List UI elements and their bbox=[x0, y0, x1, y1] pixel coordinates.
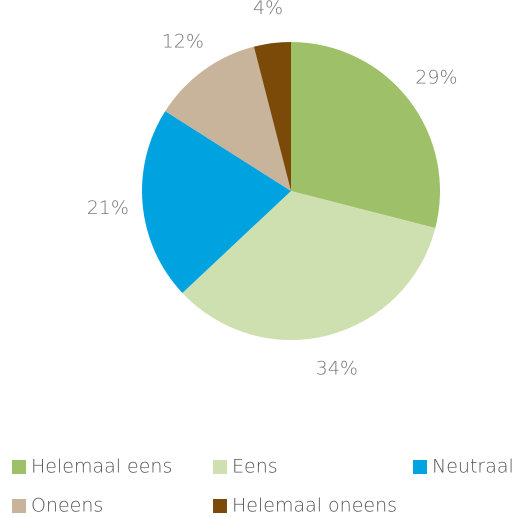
legend-swatch bbox=[12, 460, 26, 474]
legend-swatch bbox=[12, 499, 26, 513]
data-label: 34% bbox=[316, 358, 358, 380]
data-label: 29% bbox=[415, 67, 457, 89]
pie-slice bbox=[291, 42, 440, 229]
legend-swatch bbox=[213, 499, 227, 513]
pie-slice bbox=[253, 42, 291, 191]
data-label: 4% bbox=[253, 0, 283, 19]
pie-slice bbox=[142, 111, 291, 293]
legend-label: Helemaal eens bbox=[31, 456, 172, 478]
data-label: 12% bbox=[162, 31, 204, 53]
legend-label: Eens bbox=[232, 456, 278, 478]
legend-label: Helemaal oneens bbox=[232, 495, 397, 517]
legend-label: Neutraal bbox=[432, 456, 514, 478]
legend-swatch bbox=[413, 460, 427, 474]
legend-label: Oneens bbox=[31, 495, 103, 517]
pie-slice bbox=[182, 191, 436, 340]
pie-slice bbox=[165, 46, 291, 192]
legend-swatch bbox=[213, 460, 227, 474]
data-label: 21% bbox=[87, 197, 129, 219]
